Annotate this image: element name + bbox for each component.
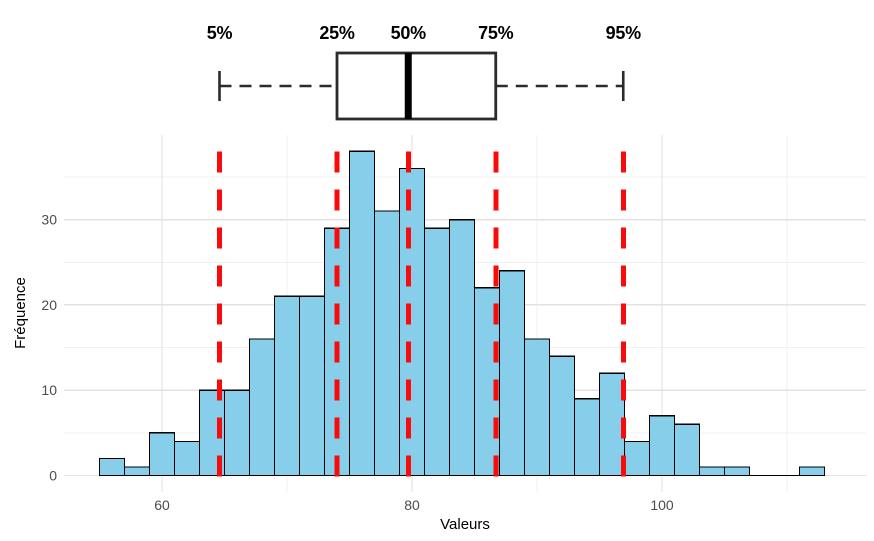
histogram-bar: [348, 150, 376, 477]
x-tick-label: 100: [650, 497, 674, 513]
histogram-bar: [248, 338, 276, 477]
percentile-label: 5%: [207, 23, 233, 43]
percentile-label: 75%: [478, 23, 513, 43]
histogram-bar: [98, 457, 126, 477]
percentile-label: 50%: [391, 23, 426, 43]
x-axis-title: Valeurs: [440, 516, 490, 533]
histogram-bar: [123, 466, 151, 477]
histogram-bar: [448, 218, 476, 477]
y-tick-label: 0: [49, 467, 57, 483]
histogram-bar: [573, 398, 601, 477]
boxplot-panel: 5% 25% 50% 75% 95%: [207, 23, 642, 121]
histogram-bar: [223, 389, 251, 477]
boxplot-box: [335, 51, 498, 121]
histogram-bar: [673, 423, 701, 477]
y-tick-label: 10: [41, 382, 57, 398]
boxplot-percentile-labels: 5% 25% 50% 75% 95%: [207, 23, 642, 43]
histogram-bar: [598, 372, 626, 477]
boxplot-shape: [218, 51, 625, 121]
percentile-label: 95%: [606, 23, 641, 43]
histogram-bar: [723, 466, 751, 477]
histogram-bar: [698, 466, 726, 477]
histogram-bar: [623, 440, 651, 477]
histogram-bar: [398, 167, 426, 477]
y-tick-label: 30: [41, 212, 57, 228]
x-tick-label: 60: [154, 497, 170, 513]
histogram-bar: [423, 227, 451, 477]
histogram-bar: [148, 432, 176, 477]
histogram-bar: [548, 355, 576, 477]
y-axis-title: Fréquence: [12, 277, 29, 349]
histogram-panel: 0 10 20 30 60 80 100 Fréquence Valeurs: [12, 135, 866, 533]
percentile-label: 25%: [319, 23, 354, 43]
tick-labels: 0 10 20 30 60 80 100: [41, 212, 673, 513]
histogram-bars: [98, 150, 826, 477]
histogram-bar: [798, 466, 826, 477]
histogram-bar: [273, 295, 301, 477]
histogram-bar: [173, 440, 201, 477]
histogram-bar: [498, 270, 526, 477]
percentile-lines: [217, 151, 626, 492]
histogram-bar: [373, 210, 401, 477]
y-tick-label: 20: [41, 297, 57, 313]
histogram-bar: [298, 295, 326, 477]
x-tick-label: 80: [404, 497, 420, 513]
histogram-bar: [648, 415, 676, 477]
histogram-bar: [523, 338, 551, 477]
